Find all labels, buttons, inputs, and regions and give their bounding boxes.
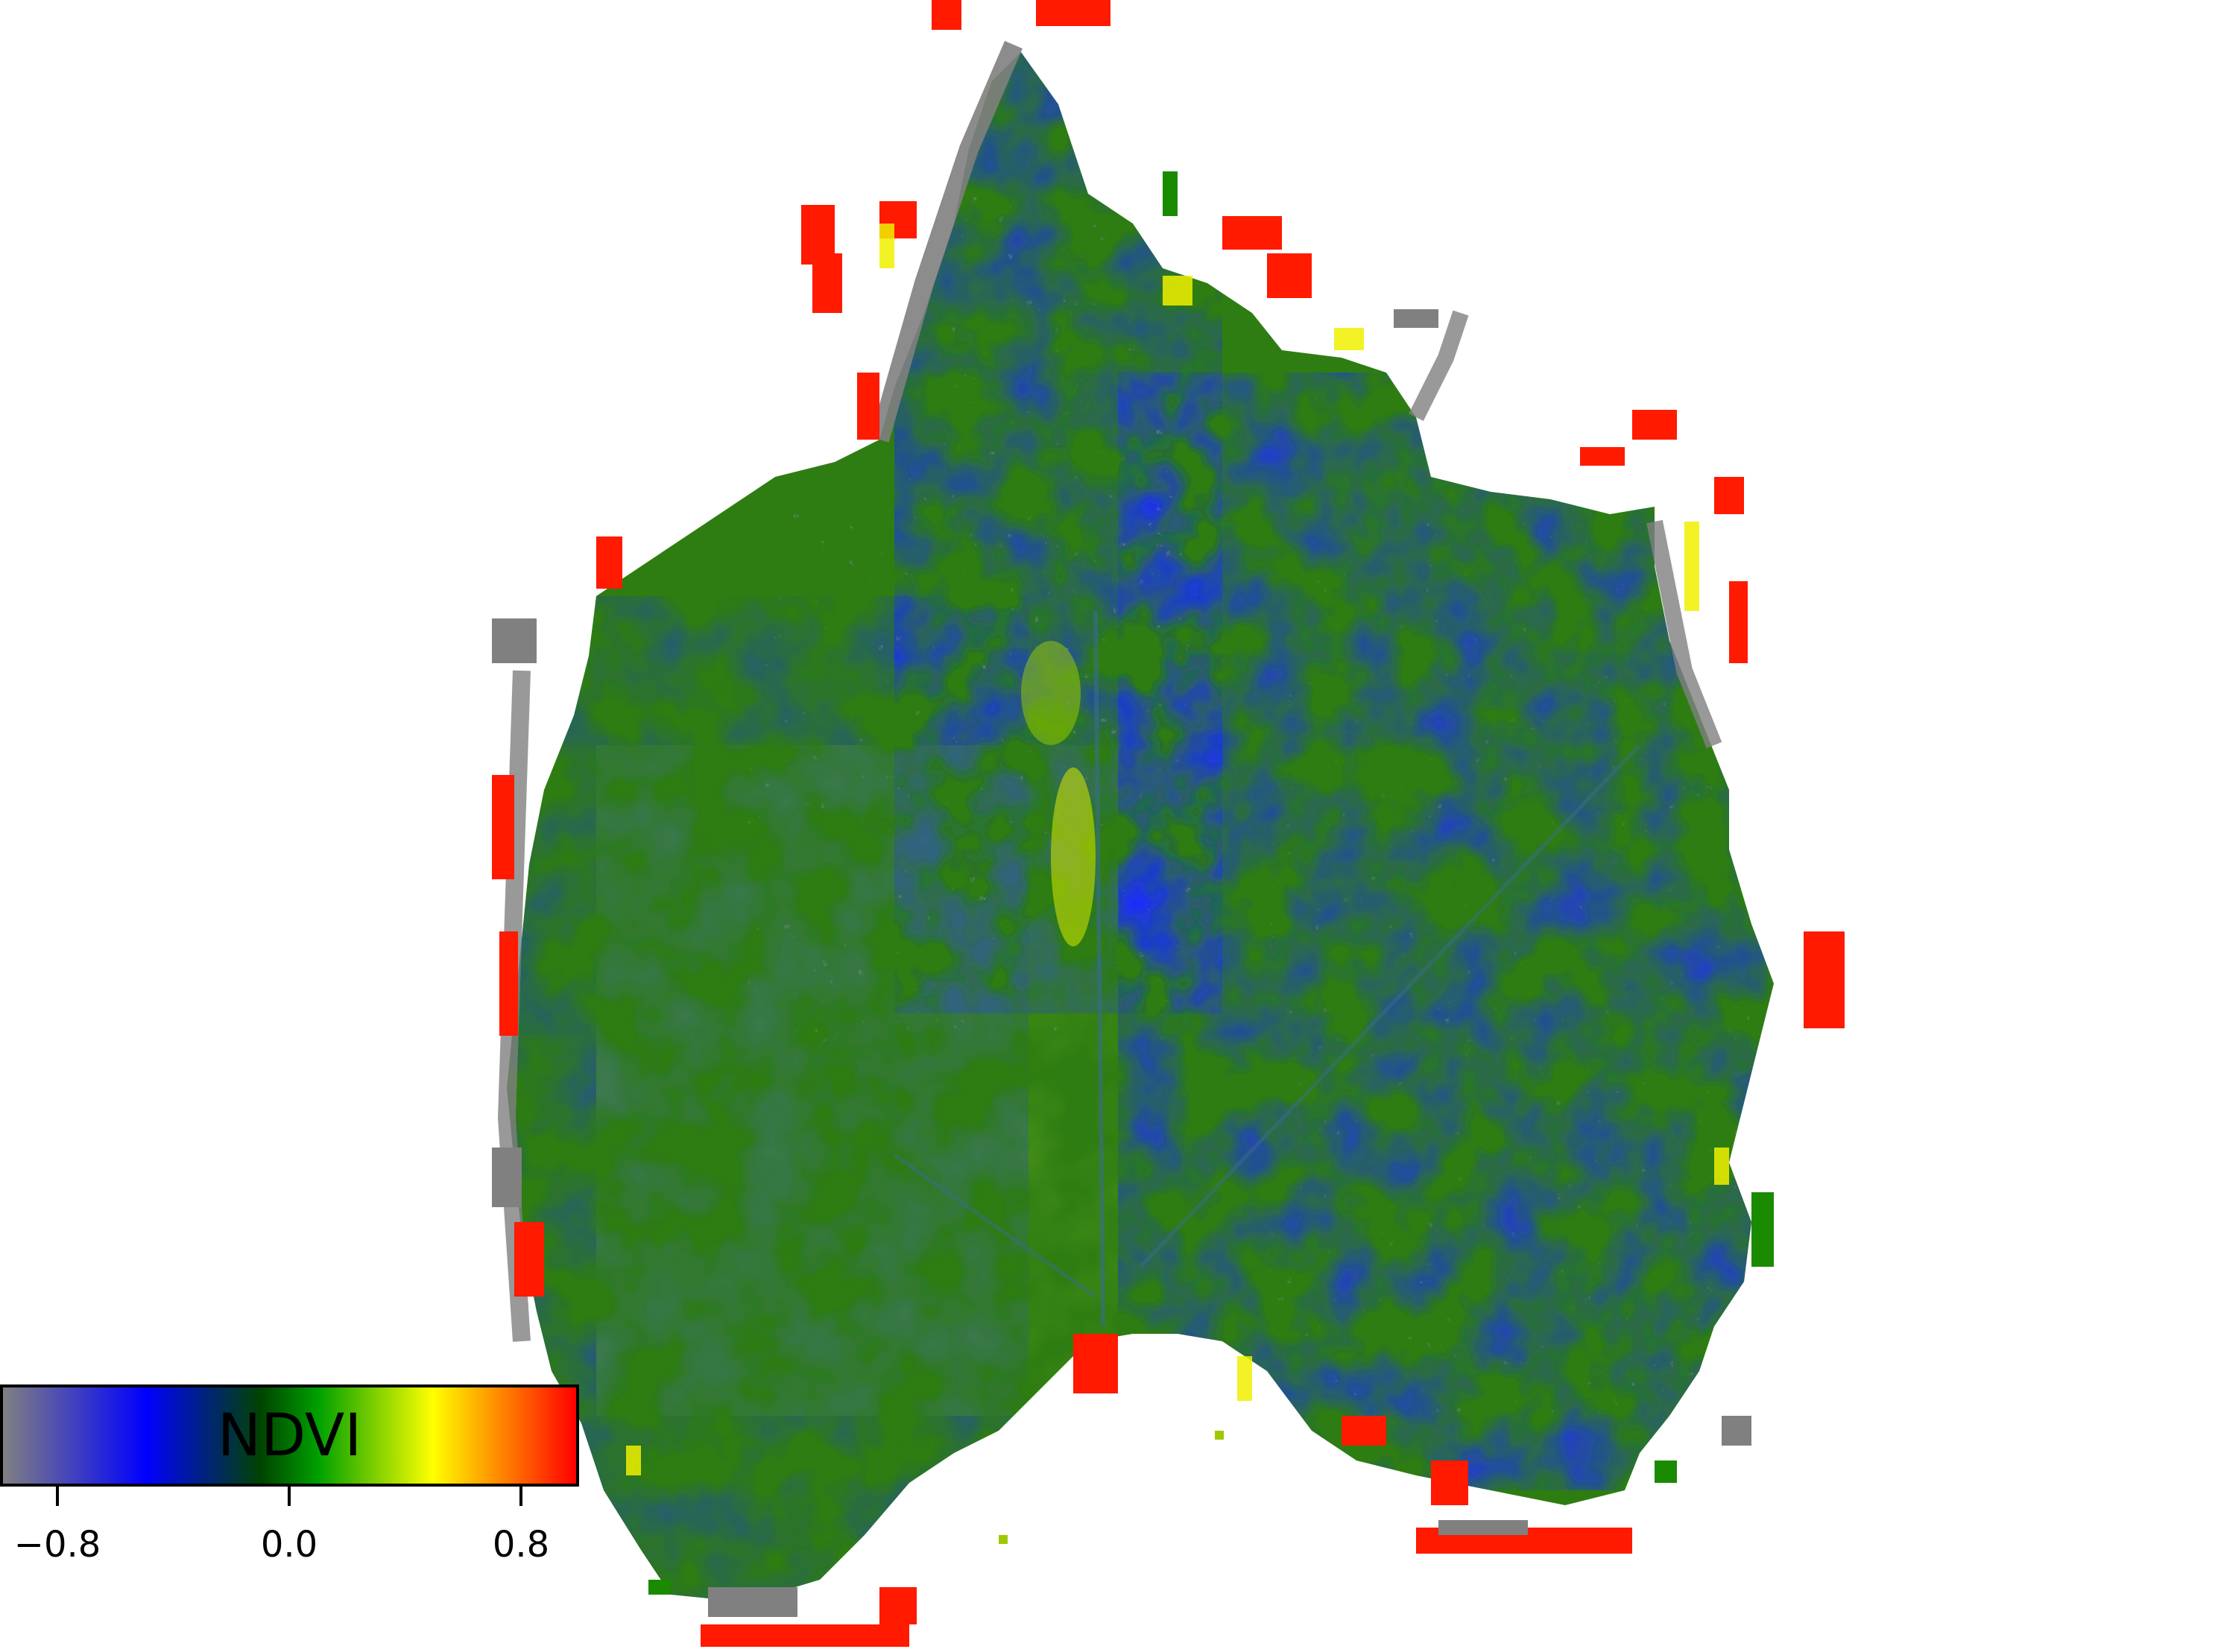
colorbar-tick-label: 0.0 — [260, 1524, 318, 1566]
colorbar-label: NDVI — [217, 1402, 362, 1469]
ndvi-colorbar — [0, 1384, 579, 1487]
colorbar-tick — [56, 1487, 59, 1506]
leaf-edge-artifacts — [492, 0, 1845, 1647]
colorbar-tick — [288, 1487, 291, 1506]
colorbar-tick-label: −0.8 — [13, 1524, 101, 1566]
leaf-body — [507, 52, 1774, 1602]
colorbar-tick-label: 0.8 — [492, 1524, 550, 1566]
colorbar-tick — [519, 1487, 522, 1506]
